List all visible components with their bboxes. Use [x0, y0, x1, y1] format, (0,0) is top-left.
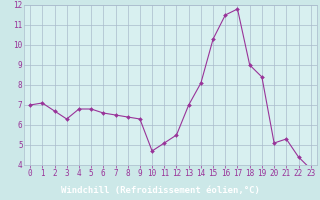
Text: Windchill (Refroidissement éolien,°C): Windchill (Refroidissement éolien,°C): [60, 186, 260, 195]
